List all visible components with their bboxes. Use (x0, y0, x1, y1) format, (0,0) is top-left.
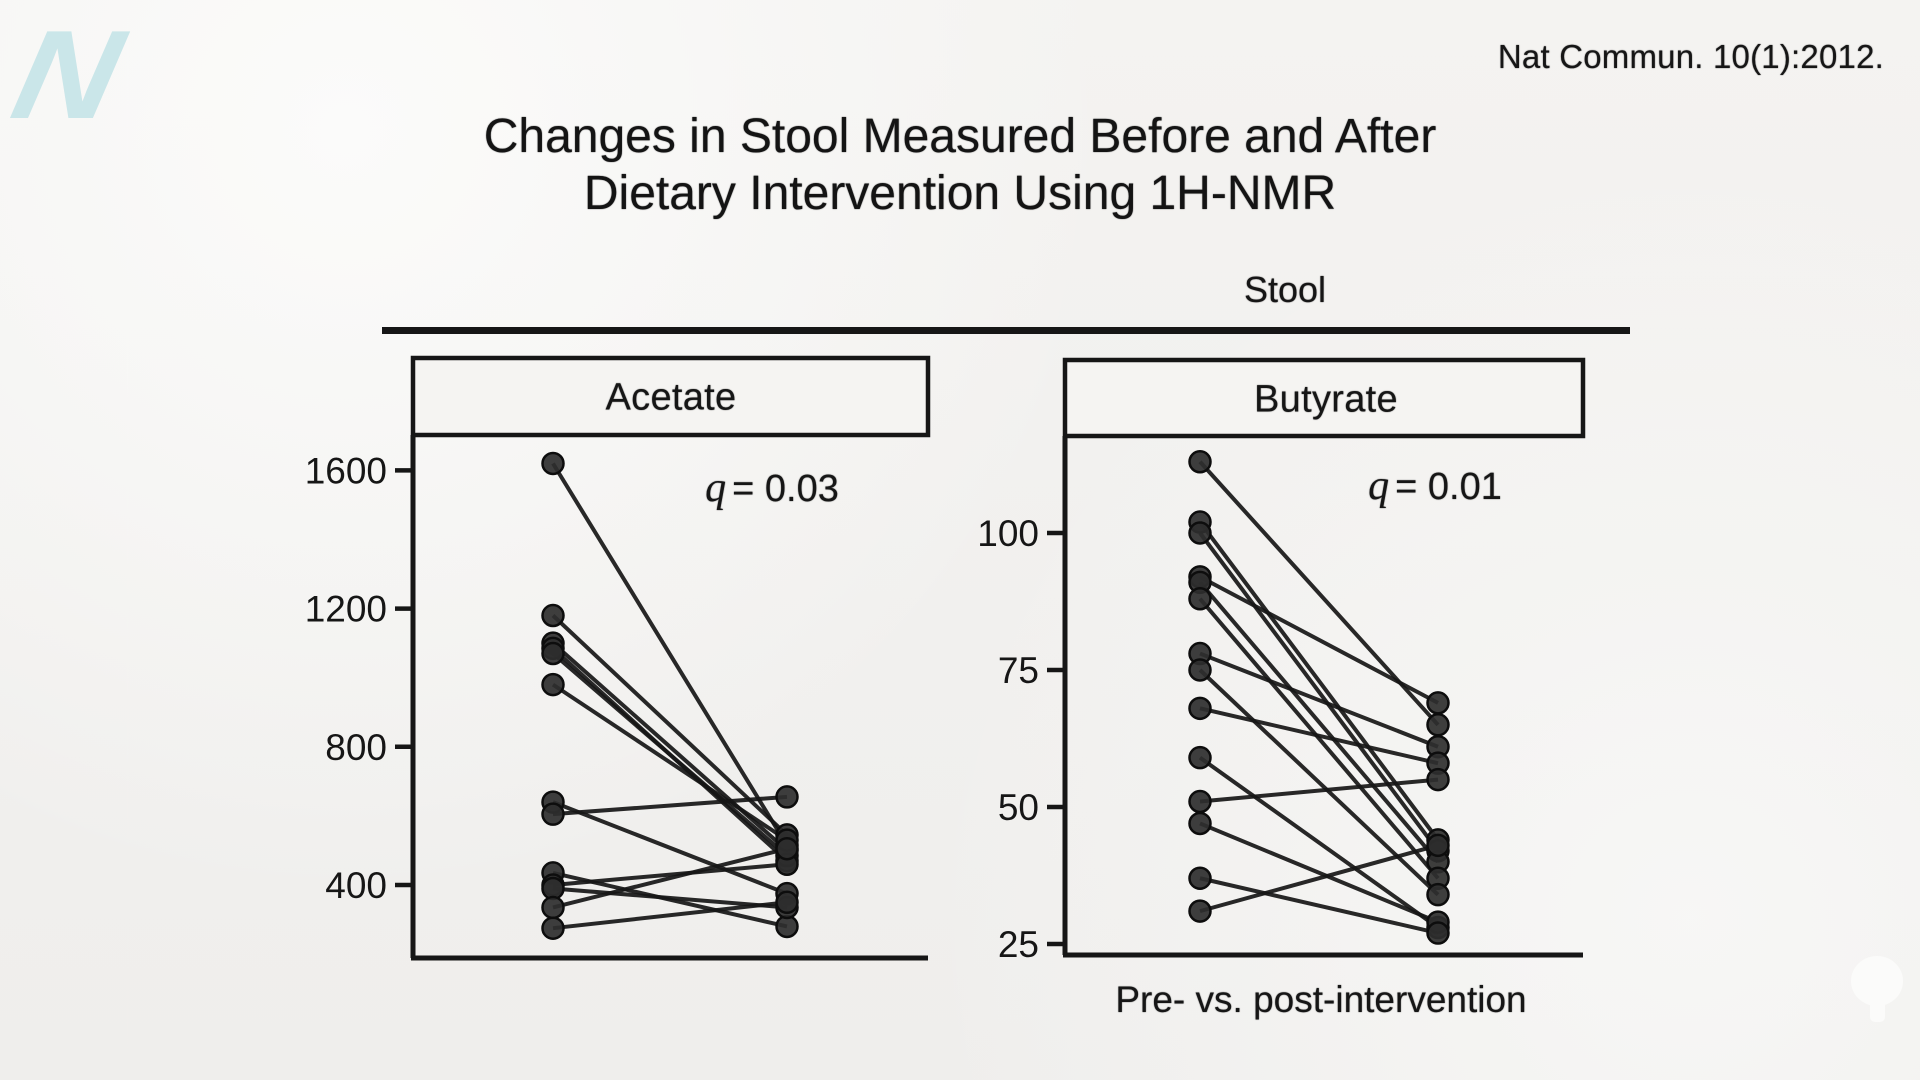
pre-intervention-dot (541, 672, 565, 697)
y-tick-label: 50 (998, 787, 1039, 828)
post-intervention-dot (775, 785, 799, 809)
pair-line (1199, 575, 1439, 705)
y-tick-label: 800 (325, 727, 387, 768)
y-tick-label: 25 (998, 924, 1039, 965)
q-value-label-acetate: q = 0.03 (705, 464, 839, 512)
journal-citation: Nat Commun. 10(1):2012. (1497, 38, 1884, 75)
pair-line (551, 682, 789, 842)
pair-line (1199, 876, 1439, 935)
pair-line (552, 846, 788, 910)
post-intervention-dot (775, 836, 799, 861)
y-tick-label: 1600 (305, 450, 387, 491)
pre-intervention-dot (1188, 658, 1212, 682)
pair-line (552, 862, 788, 887)
pre-intervention-dot (541, 451, 565, 476)
pre-intervention-dot (1188, 745, 1212, 770)
pre-intervention-dot (1188, 450, 1212, 474)
pre-intervention-dot (1188, 866, 1212, 890)
pair-line (1199, 651, 1439, 749)
pre-intervention-dot (1188, 521, 1212, 545)
pre-intervention-dot (541, 916, 565, 940)
q-number: = 0.01 (1395, 466, 1502, 508)
pre-intervention-dot (1188, 899, 1212, 923)
pair-line (1199, 706, 1439, 766)
pre-intervention-dot (541, 603, 565, 628)
pre-intervention-dot (541, 641, 565, 666)
q-variable: q (705, 465, 727, 511)
pair-line (1198, 520, 1440, 842)
y-tick-label: 100 (977, 513, 1039, 554)
post-intervention-dot (1426, 833, 1450, 858)
panel-header-box (1062, 357, 1586, 439)
pre-intervention-dot (1188, 811, 1212, 836)
pre-intervention-dot (1188, 789, 1212, 814)
pair-line (1198, 597, 1440, 880)
pair-line (551, 614, 789, 837)
post-intervention-dot (1426, 767, 1450, 792)
pair-line (551, 641, 789, 852)
pair-line (552, 800, 788, 896)
y-tick-label: 75 (998, 650, 1039, 691)
pre-intervention-dot (1188, 587, 1212, 611)
x-axis-caption: Pre- vs. post-intervention (1115, 979, 1527, 1020)
post-intervention-dot (775, 890, 799, 915)
pre-intervention-dot (541, 895, 565, 920)
q-variable: q (1368, 463, 1390, 509)
pair-line (1199, 777, 1439, 804)
pair-line (1199, 821, 1439, 924)
pair-line (552, 900, 788, 931)
sample-group-label: Stool (1243, 269, 1327, 310)
slide-title-line-2: Dietary Intervention Using 1H-NMR (583, 167, 1337, 220)
panel-header-box (410, 355, 931, 438)
post-intervention-dot (1426, 882, 1450, 907)
y-tick-label: 1200 (305, 589, 387, 630)
post-intervention-dot (1426, 713, 1450, 737)
pair-line (1198, 756, 1440, 930)
pre-intervention-dot (1188, 696, 1212, 721)
post-intervention-dot (1426, 691, 1450, 715)
panel-title-butyrate: Butyrate (1254, 378, 1398, 421)
q-value-label-butyrate: q = 0.01 (1368, 462, 1502, 510)
stool-group-rule (382, 327, 1630, 334)
pair-line (1199, 843, 1439, 914)
pair-line (552, 886, 788, 910)
pair-line (551, 462, 789, 847)
pair-line (551, 652, 789, 858)
pre-intervention-dot (541, 802, 565, 826)
q-number: = 0.03 (732, 468, 839, 510)
pair-line (1198, 531, 1440, 853)
panel-title-acetate: Acetate (605, 376, 737, 419)
post-intervention-dot (1426, 921, 1450, 945)
slide-title: Changes in Stool Measured Before and Aft… (0, 108, 1920, 222)
y-tick-label: 400 (325, 865, 387, 906)
slide-title-line-1: Changes in Stool Measured Before and Aft… (483, 110, 1437, 163)
cursor-artifact (1851, 956, 1903, 1022)
pair-line (1198, 581, 1440, 864)
pair-line (552, 794, 788, 817)
